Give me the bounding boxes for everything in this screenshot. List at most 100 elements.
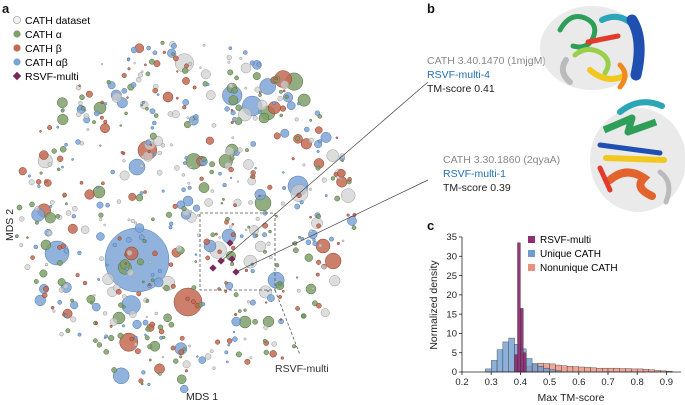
mds-bubble-beta xyxy=(295,306,300,311)
mds-bubble-ab xyxy=(126,58,130,62)
mds-bubble-dataset xyxy=(318,243,323,248)
mds-bubble-ab xyxy=(57,299,63,305)
mds-bubble-beta xyxy=(26,236,29,239)
mds-bubble-beta xyxy=(337,169,346,178)
mds-bubble-dataset xyxy=(182,360,191,369)
mds-bubble-ab xyxy=(130,46,138,54)
mds-bubble-beta xyxy=(244,268,249,273)
mds-bubble-alpha xyxy=(57,113,69,126)
mds-bubble-ab xyxy=(125,236,132,243)
histogram-bar-nonunique-cath xyxy=(596,367,603,373)
annotation-leader-1 xyxy=(220,81,429,262)
histogram-x-ticks: 0.2 0.3 0.4 0.5 0.6 0.7 0.8 0.9 xyxy=(455,372,673,388)
mds-bubble-ab xyxy=(121,324,126,328)
mds-bubble-ab xyxy=(180,384,189,394)
mds-bubble-alpha xyxy=(124,111,128,116)
mds-bubble-alpha xyxy=(151,217,155,222)
mds-bubble-ab xyxy=(320,131,332,143)
mds-bubble-ab xyxy=(224,350,229,355)
mds-bubble-ab xyxy=(181,187,186,192)
mds-bubble-alpha xyxy=(163,313,172,323)
annotation-2-score: TM-score 0.39 xyxy=(443,182,511,194)
mds-bubble-alpha xyxy=(136,258,144,266)
mds-bubble-beta xyxy=(199,176,204,181)
mds-bubble-ab xyxy=(139,191,144,196)
histogram-bar-nonunique-cath xyxy=(619,368,626,373)
mds-bubble-dataset xyxy=(86,128,90,131)
mds-selection-box xyxy=(199,212,276,291)
mds-bubble-ab xyxy=(317,139,323,144)
mds-bubble-ab xyxy=(149,108,156,115)
mds-bubble-beta xyxy=(316,259,322,265)
histogram-bar-rsvf-multi xyxy=(523,352,527,373)
mds-bubble-ab xyxy=(133,335,138,340)
mds-bubble-ab xyxy=(63,248,70,254)
mds-bubble-ab xyxy=(147,382,151,387)
scatter-legend: CATH dataset CATH α CATH β CATH αβ RSVF-… xyxy=(12,15,90,83)
mds-bubble-dataset xyxy=(72,205,78,212)
panel-letter-c: c xyxy=(427,218,434,233)
mds-bubble-dataset xyxy=(202,43,206,47)
mds-bubble-ab xyxy=(49,204,53,208)
mds-bubble-alpha xyxy=(183,121,192,129)
mds-bubble-alpha xyxy=(220,201,224,205)
mds-bubble-dataset xyxy=(196,214,200,217)
mds-bubble-beta xyxy=(43,286,49,292)
mds-bubble-ab xyxy=(249,299,256,306)
mds-bubble-alpha xyxy=(160,40,165,45)
mds-bubble-alpha xyxy=(119,259,130,270)
mds-bubble-ab xyxy=(206,82,210,87)
mds-bubble-beta xyxy=(170,283,176,289)
mds-bubble-alpha xyxy=(237,309,242,313)
mds-bubble-ab xyxy=(225,360,229,364)
mds-bubble-alpha xyxy=(194,260,198,263)
mds-bubble-beta xyxy=(214,232,218,236)
annotation-2: CATH 3.30.1860 (2qyaA) RSVF-multi-1 TM-s… xyxy=(443,154,560,194)
mds-bubble-alpha xyxy=(252,72,261,81)
mds-bubble-ab xyxy=(192,204,201,212)
mds-bubble-dataset xyxy=(226,54,232,61)
mds-bubble-beta xyxy=(41,292,48,299)
histogram-x-label: Max TM-score xyxy=(538,392,605,404)
mds-bubble-dataset xyxy=(59,332,64,337)
mds-bubble-ab xyxy=(124,267,129,271)
mds-bubble-ab xyxy=(266,289,270,293)
mds-bubble-dataset xyxy=(280,80,290,90)
mds-bubble-alpha xyxy=(148,58,155,65)
mds-bubble-ab xyxy=(152,120,157,126)
y-tick-label: 0 xyxy=(452,367,457,378)
mds-bubble-alpha xyxy=(210,232,216,238)
mds-bubble-alpha xyxy=(14,234,19,239)
mds-bubble-alpha xyxy=(277,281,282,286)
rsvf-multi-marker xyxy=(228,255,236,263)
mds-bubble-alpha xyxy=(141,280,145,284)
mds-bubble-dataset xyxy=(126,269,135,277)
mds-bubble-ab xyxy=(103,336,107,340)
mds-bubble-beta xyxy=(185,296,190,301)
mds-bubble-ab xyxy=(316,149,320,153)
mds-bubble-ab xyxy=(96,185,100,189)
mds-bubble-dataset xyxy=(186,116,190,120)
mds-bubble-alpha xyxy=(56,167,61,172)
mds-bubble-dataset xyxy=(302,163,306,167)
mds-bubble-alpha xyxy=(173,358,179,364)
mds-bubble-dataset xyxy=(44,262,49,267)
mds-bubble-beta xyxy=(176,70,179,73)
mds-bubble-dataset xyxy=(70,316,77,323)
mds-bubble-ab xyxy=(229,176,233,180)
mds-bubble-ab xyxy=(103,102,108,106)
hist-legend-item-rsvf-multi: RSVF-multi xyxy=(528,235,591,246)
mds-bubble-ab xyxy=(71,214,76,219)
mds-bubble-ab xyxy=(112,367,130,385)
mds-bubble-beta xyxy=(50,305,55,310)
y-tick-label: 30 xyxy=(446,251,457,262)
histogram-bar-unique-cath xyxy=(508,337,515,373)
mds-bubble-ab xyxy=(196,355,199,358)
mds-bubble-beta xyxy=(147,150,151,154)
mds-bubble-ab xyxy=(33,244,39,250)
mds-bubble-alpha xyxy=(108,335,115,342)
mds-bubble-beta xyxy=(78,84,81,87)
mds-bubble-dataset xyxy=(240,62,252,74)
hist-legend-label-unique-cath: Unique CATH xyxy=(540,249,601,260)
histogram-legend: RSVF-multi Unique CATH Nonunique CATH xyxy=(528,235,618,274)
